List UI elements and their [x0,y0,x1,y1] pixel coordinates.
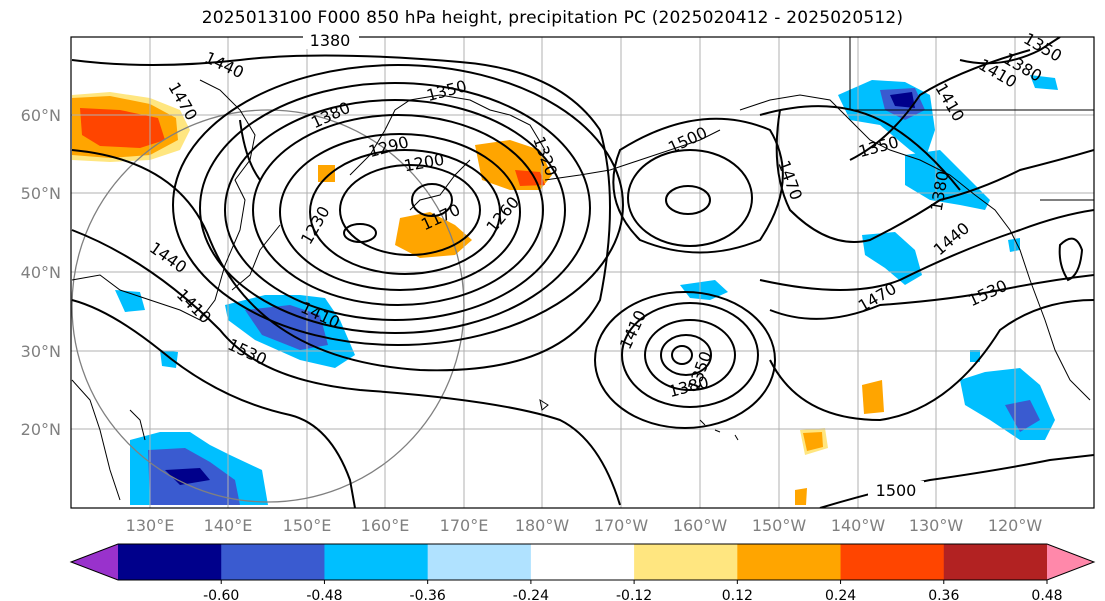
colorbar-extend-max [1047,544,1094,580]
lon-tick: 140°E [204,516,253,535]
colorbar-tick-label: -0.48 [306,588,342,601]
lon-tick: 130°W [909,516,964,535]
map-frame [70,36,1095,509]
chart-title: 2025013100 F000 850 hPa height, precipit… [201,8,904,28]
lon-tick: 170°W [594,516,649,535]
colorbar-segment [634,544,738,580]
colorbar-tick-label: -0.12 [616,588,652,601]
domain-circle [71,109,465,503]
lon-tick: 170°E [440,516,489,535]
colorbar-segment [427,544,532,580]
lon-tick: 160°W [673,516,728,535]
colorbar-extend-min [71,544,118,580]
contour-high-center [665,185,711,215]
colorbar-segment [737,544,842,580]
lat-tick: 30°N [21,342,61,361]
colorbar-tick-label: 0.12 [722,588,753,601]
colorbar-tick-label: 0.48 [1031,588,1062,601]
lat-tick: 50°N [21,184,61,203]
colorbar: -0.60 -0.48 -0.36 -0.24 -0.12 0.12 0.24 0.36 0.4… [69,543,1096,601]
colorbar-tick-label: 0.36 [928,588,959,601]
lat-tick: 40°N [21,263,61,282]
colorbar-segment [840,544,945,580]
colorbar-tick-label: 0.24 [825,588,856,601]
lon-tick: 140°W [831,516,886,535]
lat-tick: 60°N [21,106,61,125]
lon-tick: 150°W [752,516,807,535]
lon-tick: 160°E [361,516,410,535]
lon-tick: 150°E [283,516,332,535]
height-contours [71,37,1094,508]
contour-label: 1500 [876,481,917,500]
colorbar-tick-label: -0.24 [513,588,549,601]
lon-tick: 130°E [126,516,175,535]
colorbar-segment [943,544,1048,580]
colorbar-segment [118,544,222,580]
colorbar-segment [221,544,325,580]
colorbar-segment [324,544,429,580]
colorbar-tick-label: -0.60 [203,588,239,601]
contour-label: 1380 [310,31,351,50]
colorbar-outline [69,543,1096,581]
map-content [71,37,1094,508]
lon-tick: 120°W [988,516,1043,535]
coastlines [71,37,1094,501]
lon-tick: 180°W [515,516,570,535]
lon-axis: 130°E 140°E 150°E 160°E 170°E 180°W 170°… [126,516,1043,535]
contour-low-center [411,183,453,217]
lat-axis: 60°N 50°N 40°N 30°N 20°N [21,106,61,439]
contour-cutoff-low [671,345,693,365]
colorbar-tick-label: -0.36 [410,588,446,601]
lat-tick: 20°N [21,420,61,439]
colorbar-segment [530,544,635,580]
